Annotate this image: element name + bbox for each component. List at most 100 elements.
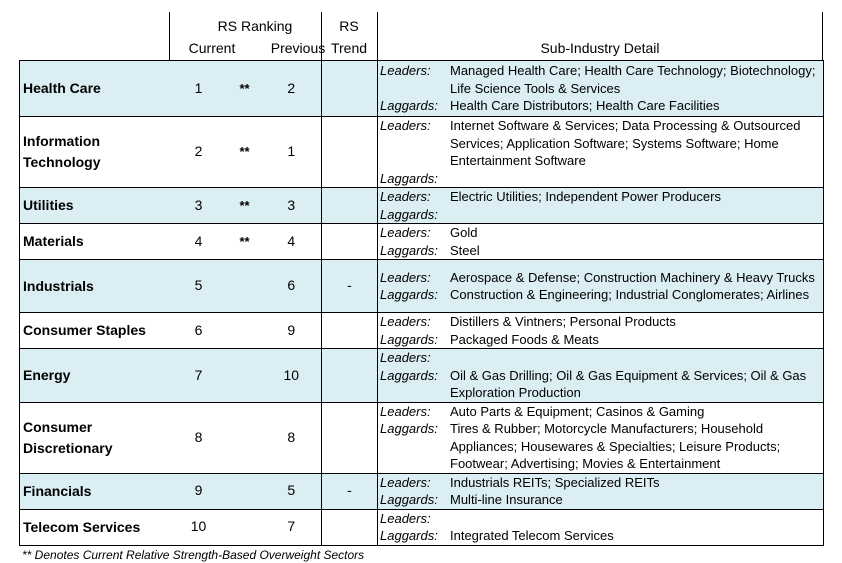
sector-name: Consumer Discretionary	[19, 402, 170, 473]
leaders-label: Leaders:	[380, 63, 431, 79]
sub-industry-header: Sub-Industry Detail	[540, 40, 660, 56]
sub-industry-detail: Leaders: Gold Laggards: Steel	[377, 223, 824, 260]
leaders-line: Leaders:	[380, 510, 823, 528]
overweight-marker	[227, 473, 262, 509]
rs-trend	[321, 348, 378, 402]
sector-name: Energy	[19, 348, 170, 402]
leaders-label	[380, 135, 450, 153]
leaders-text: Life Science Tools & Services	[450, 80, 621, 96]
sub-industry-detail: Leaders: Electric Utilities; Independent …	[377, 187, 824, 224]
current-rank: 7	[169, 348, 228, 402]
leaders-label	[380, 152, 450, 170]
leaders-text: Services; Application Software; Systems …	[450, 135, 779, 151]
laggards-line: Laggards:	[380, 206, 823, 224]
laggards-label	[380, 438, 450, 456]
laggards-line: Exploration Production	[380, 384, 823, 402]
sub-industry-detail: Leaders: Internet Software & Services; Da…	[377, 116, 824, 188]
table-row: Information Technology 2 ** 1 Leaders: Intern…	[19, 116, 824, 188]
laggards-label: Laggards:	[380, 331, 438, 347]
leaders-text: Gold	[450, 225, 478, 240]
laggards-label: Laggards:	[380, 206, 438, 222]
laggards-text: Tires & Rubber; Motorcycle Manufacturers…	[450, 421, 764, 436]
laggards-label: Laggards:	[380, 421, 438, 436]
laggards-text: Exploration Production	[450, 385, 581, 400]
table-row: Materials 4 ** 4 Leaders: Gold Laggards: Steel	[19, 223, 824, 260]
sector-name: Health Care	[19, 60, 170, 117]
laggards-line: Laggards: Oil & Gas Drilling; Oil & Gas E…	[380, 367, 823, 385]
leaders-label: Leaders:	[380, 225, 431, 240]
current-rank: 6	[194, 321, 203, 338]
laggards-line: Laggards: Multi-line Insurance	[380, 491, 823, 509]
table-row: Utilities 3 ** 3 Leaders: Electric Utilities;…	[19, 187, 824, 224]
table-row: Telecom Services 10 7 Leaders: Laggards: Inte…	[19, 509, 824, 545]
leaders-line: Leaders: Industrials REITs; Specialized R…	[380, 474, 823, 492]
rs-trend	[321, 223, 378, 260]
footnote: ** Denotes Current Relative Strength-Bas…	[22, 547, 365, 562]
leaders-text: Industrials REITs; Specialized REITs	[450, 474, 660, 490]
sector-name: Consumer Staples	[19, 312, 170, 349]
leaders-line: Leaders:	[380, 349, 823, 367]
leaders-label: Leaders:	[380, 189, 431, 204]
laggards-line: Laggards: Health Care Distributors; Healt…	[380, 97, 823, 115]
table-row: Energy 7 10 Leaders: Laggards: Oil & Gas Dril…	[19, 348, 824, 402]
previous-rank: 8	[287, 428, 296, 445]
sub-industry-detail: Leaders: Managed Health Care; Health Care…	[377, 60, 824, 117]
rs-trend: -	[321, 473, 378, 509]
previous-header: Previous	[270, 40, 326, 56]
leaders-label: Leaders:	[380, 474, 431, 490]
laggards-line: Appliances; Housewares & Specialties; Le…	[380, 438, 823, 456]
laggards-line: Laggards: Packaged Foods & Meats	[380, 331, 823, 349]
rs-trend	[321, 187, 378, 224]
sector-name: Industrials	[19, 259, 170, 313]
table-header: RS Ranking Current Previous RS Trend Sub…	[19, 12, 823, 60]
laggards-text: Oil & Gas Drilling; Oil & Gas Equipment …	[450, 367, 807, 383]
leaders-text: Aerospace & Defense; Construction Machin…	[450, 269, 815, 285]
rs-trend	[321, 116, 378, 188]
leaders-line: Leaders: Auto Parts & Equipment; Casinos …	[380, 403, 823, 421]
current-rank: 8	[194, 428, 203, 445]
leaders-line: Leaders: Gold	[380, 224, 823, 242]
rs-trend	[321, 312, 378, 349]
trend-header: Trend	[330, 40, 368, 56]
previous-rank: 2	[261, 60, 322, 117]
laggards-label: Laggards:	[380, 528, 438, 543]
current-rank: 10	[190, 518, 207, 535]
leaders-text: Electric Utilities; Independent Power Pr…	[450, 189, 721, 204]
rs-trend	[321, 509, 378, 545]
laggards-text: Appliances; Housewares & Specialties; Le…	[450, 438, 781, 454]
laggards-label: Laggards:	[380, 170, 438, 186]
laggards-label: Laggards:	[380, 287, 438, 302]
leaders-text	[450, 349, 823, 367]
laggards-label	[380, 384, 450, 402]
overweight-marker	[228, 509, 262, 545]
leaders-line: Leaders: Electric Utilities; Independent …	[380, 188, 823, 206]
overweight-marker	[227, 348, 262, 402]
table-row: Consumer Discretionary 8 8 Leaders: Auto Par…	[19, 402, 824, 473]
previous-rank: 5	[261, 473, 322, 509]
leaders-label: Leaders:	[380, 314, 431, 329]
leaders-text: Internet Software & Services; Data Proce…	[450, 118, 801, 133]
current-rank: 4	[194, 232, 203, 249]
rs-header: RS	[339, 18, 359, 34]
leaders-label	[380, 80, 450, 98]
laggards-text: Health Care Distributors; Health Care Fa…	[450, 98, 720, 114]
overweight-marker: **	[239, 233, 250, 249]
table-row: Financials 9 5- Leaders: Industrials REITs; …	[19, 473, 824, 509]
rs-ranking-header: RS Ranking	[217, 18, 293, 34]
leaders-line: Leaders: Aerospace & Defense; Constructio…	[380, 269, 823, 287]
leaders-line: Life Science Tools & Services	[380, 80, 823, 98]
leaders-line: Services; Application Software; Systems …	[380, 135, 823, 153]
leaders-line: Leaders: Distillers & Vintners; Personal …	[380, 313, 823, 331]
overweight-marker	[228, 313, 262, 349]
leaders-label: Leaders:	[380, 510, 431, 526]
leaders-line: Entertainment Software	[380, 152, 823, 170]
laggards-text	[450, 170, 823, 188]
sector-name: Information Technology	[19, 116, 170, 188]
overweight-marker: **	[227, 187, 262, 224]
laggards-text	[450, 206, 823, 224]
leaders-line: Leaders: Internet Software & Services; Da…	[380, 117, 823, 135]
sector-name: Utilities	[19, 187, 170, 224]
laggards-text: Steel	[450, 242, 480, 258]
sector-name: Financials	[19, 473, 170, 509]
current-rank: 3	[169, 187, 228, 224]
